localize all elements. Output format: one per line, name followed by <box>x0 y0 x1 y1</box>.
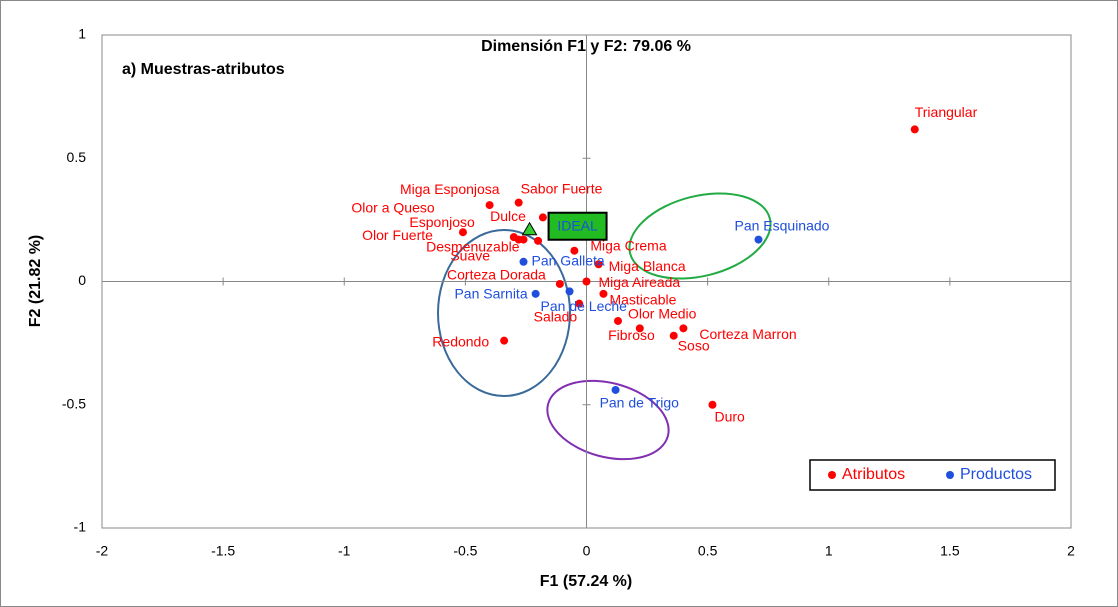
point-label: Salado <box>534 308 578 324</box>
point <box>669 331 678 340</box>
point <box>485 201 494 210</box>
point <box>500 336 509 345</box>
point <box>708 400 717 409</box>
legend-label: Atributos <box>842 466 905 483</box>
point <box>611 385 620 394</box>
point <box>531 289 540 298</box>
point-label: Triangular <box>915 104 978 120</box>
point <box>519 257 528 266</box>
point-label: Miga Crema <box>590 237 666 253</box>
group-ellipse <box>628 192 772 280</box>
point <box>613 316 622 325</box>
point-label: Sabor Fuerte <box>521 180 603 196</box>
group-ellipse <box>546 379 670 461</box>
x-tick-label: -2 <box>96 543 109 559</box>
point-label: Suave <box>450 248 490 264</box>
point-label: Olor a Queso <box>351 199 434 215</box>
point-label: Redondo <box>432 333 489 349</box>
point-label: Miga Blanca <box>609 258 686 274</box>
legend-marker <box>828 471 836 479</box>
point <box>458 228 467 237</box>
ideal-marker <box>521 221 538 236</box>
point-label: Corteza Dorada <box>447 267 546 283</box>
point-label: Pan Sarnita <box>454 286 527 302</box>
point-label: Fibroso <box>608 327 655 343</box>
point <box>582 277 591 286</box>
point-label: Corteza Marron <box>699 326 796 342</box>
point-label: Masticable <box>609 292 676 308</box>
point <box>754 235 763 244</box>
point-label: Pan de Leche <box>541 298 628 314</box>
y-tick-label: 0.5 <box>67 149 87 165</box>
point-label: Desmenuzable <box>426 238 520 254</box>
y-tick-label: -1 <box>74 519 87 535</box>
point <box>514 198 523 207</box>
point <box>570 246 579 255</box>
chart-subtitle: a) Muestras-atributos <box>122 61 285 78</box>
x-axis-label: F1 (57.24 %) <box>540 573 632 590</box>
point-label: Pan Esquinado <box>734 217 829 233</box>
point <box>519 235 528 244</box>
point <box>635 324 644 333</box>
point <box>599 289 608 298</box>
point-label: Esponjoso <box>409 214 475 230</box>
point-label: Miga Aireada <box>599 274 681 290</box>
point-label: Pan de Trigo <box>600 395 680 411</box>
point-label: Olor Medio <box>628 306 697 322</box>
point-label: Soso <box>678 337 710 353</box>
x-tick-label: 1 <box>825 543 833 559</box>
y-tick-label: -0.5 <box>62 395 86 411</box>
x-tick-label: 0 <box>583 543 591 559</box>
point-label: Pan Galleta <box>532 252 605 268</box>
legend-marker <box>946 471 954 479</box>
legend-box <box>809 459 1056 491</box>
y-axis-label: F2 (21.82 %) <box>27 235 44 327</box>
point <box>565 287 574 296</box>
x-tick-label: -0.5 <box>453 543 477 559</box>
point-label: Duro <box>714 408 745 424</box>
x-tick-label: -1.5 <box>211 543 235 559</box>
point-label: Dulce <box>490 208 526 224</box>
ideal-label: IDEAL <box>557 217 598 233</box>
x-tick-label: 1.5 <box>940 543 960 559</box>
point <box>538 213 547 222</box>
group-ellipse <box>437 229 571 397</box>
x-tick-label: -1 <box>338 543 351 559</box>
point <box>575 299 584 308</box>
x-tick-label: 0.5 <box>698 543 718 559</box>
y-tick-label: 0 <box>78 272 86 288</box>
point <box>555 279 564 288</box>
point <box>679 324 688 333</box>
y-tick-label: 1 <box>78 26 86 42</box>
point-label: Miga Esponjosa <box>400 181 500 197</box>
point-label: Olor Fuerte <box>362 227 433 243</box>
legend-label: Productos <box>960 466 1032 483</box>
point <box>594 260 603 269</box>
ideal-box <box>547 211 608 241</box>
x-tick-label: 2 <box>1067 543 1075 559</box>
point <box>910 125 919 134</box>
point <box>534 236 543 245</box>
